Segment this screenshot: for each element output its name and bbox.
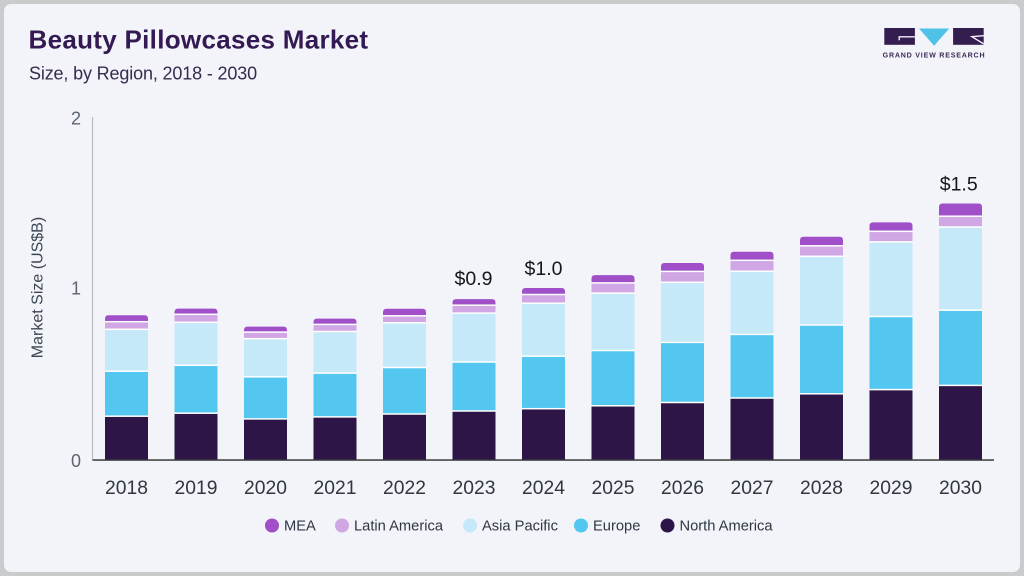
svg-text:2025: 2025: [592, 478, 635, 499]
svg-text:2023: 2023: [453, 478, 496, 499]
svg-text:Latin America: Latin America: [354, 518, 444, 534]
svg-text:0: 0: [71, 451, 81, 471]
svg-text:$1.5: $1.5: [940, 174, 978, 196]
svg-text:MEA: MEA: [284, 518, 316, 534]
svg-text:Size, by Region, 2018 - 2030: Size, by Region, 2018 - 2030: [29, 64, 257, 84]
svg-text:Beauty Pillowcases Market: Beauty Pillowcases Market: [29, 25, 369, 55]
svg-text:$1.0: $1.0: [525, 258, 563, 280]
svg-text:2030: 2030: [939, 478, 982, 499]
svg-text:2026: 2026: [661, 478, 704, 499]
svg-text:2019: 2019: [175, 478, 218, 499]
svg-text:2027: 2027: [731, 478, 774, 499]
svg-text:2024: 2024: [522, 478, 565, 499]
svg-text:2028: 2028: [800, 478, 843, 499]
svg-text:2022: 2022: [383, 478, 426, 499]
svg-text:Asia Pacific: Asia Pacific: [482, 518, 558, 534]
svg-text:$0.9: $0.9: [455, 268, 493, 290]
svg-text:2: 2: [71, 108, 81, 128]
svg-text:2021: 2021: [314, 478, 357, 499]
svg-text:GRAND VIEW RESEARCH: GRAND VIEW RESEARCH: [883, 51, 986, 59]
svg-text:2020: 2020: [244, 478, 287, 499]
svg-text:Market Size (US$B): Market Size (US$B): [30, 217, 47, 358]
svg-text:2029: 2029: [870, 478, 913, 499]
svg-text:2018: 2018: [105, 478, 148, 499]
svg-text:Europe: Europe: [593, 518, 640, 534]
svg-text:North America: North America: [680, 518, 774, 534]
svg-text:1: 1: [71, 278, 81, 298]
